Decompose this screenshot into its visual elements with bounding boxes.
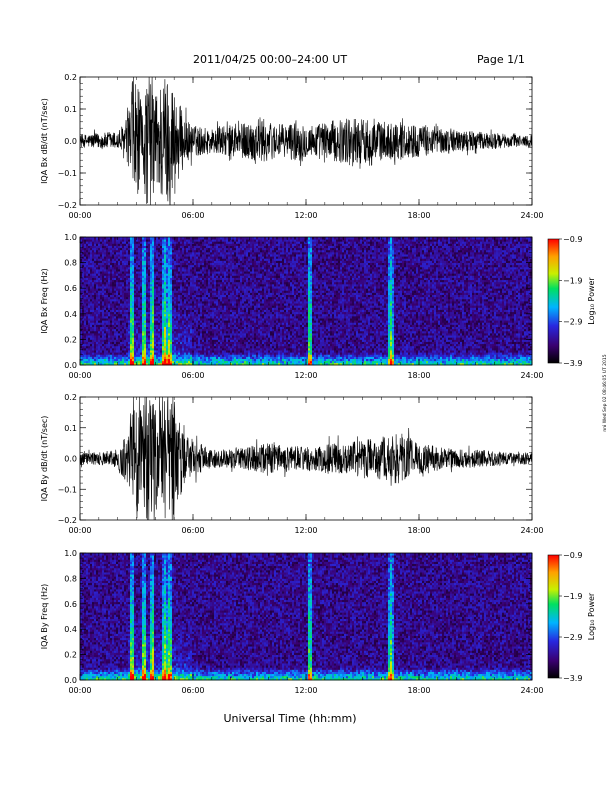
y-axis-label-2: IQA By dB/dt (nT/sec) [40, 416, 49, 502]
page-title: 2011/04/25 00:00–24:00 UT [193, 53, 347, 66]
y-tick-label-0-2: 0.0 [64, 137, 77, 146]
colorbar-1 [547, 238, 560, 364]
y-tick-label-1-0: 1.0 [64, 233, 77, 242]
spectrogram-3 [80, 553, 533, 681]
y-tick-label-3-4: 0.2 [64, 651, 77, 660]
page-number: Page 1/1 [477, 53, 525, 66]
y-tick-label-0-3: −0.1 [58, 169, 77, 178]
y-tick-label-3-3: 0.4 [64, 625, 77, 634]
spectrogram-1 [80, 237, 533, 366]
x-tick-label-2-0: 00:00 [68, 526, 91, 535]
x-tick-label-2-3: 18:00 [407, 526, 430, 535]
x-tick-label-1-3: 18:00 [407, 371, 430, 380]
colorbar-tick-label-3-2: −2.9 [563, 633, 582, 642]
x-tick-label-0-1: 06:00 [181, 211, 204, 220]
y-tick-label-2-1: 0.1 [64, 424, 77, 433]
x-tick-label-1-0: 00:00 [68, 371, 91, 380]
x-tick-label-2-4: 24:00 [520, 526, 543, 535]
y-tick-label-0-0: 0.2 [64, 73, 77, 82]
colorbar-label-1: Log₁₀ Power [587, 277, 596, 325]
y-tick-label-2-4: −0.2 [58, 516, 77, 525]
y-axis-label-0: IQA Bx dB/dt (nT/sec) [40, 98, 49, 184]
colorbar-tick-label-3-1: −1.9 [563, 592, 582, 601]
colorbar-tick-label-1-3: −3.9 [563, 359, 582, 368]
y-tick-label-3-1: 0.8 [64, 574, 77, 583]
x-tick-label-0-0: 00:00 [68, 211, 91, 220]
colorbar-tick-label-1-0: −0.9 [563, 235, 582, 244]
y-tick-label-3-2: 0.6 [64, 600, 77, 609]
x-tick-label-0-4: 24:00 [520, 211, 543, 220]
y-tick-label-2-3: −0.1 [58, 485, 77, 494]
x-tick-label-3-1: 06:00 [181, 686, 204, 695]
y-axis-label-1: IQA Bx Freq (Hz) [40, 268, 49, 334]
x-tick-label-3-2: 12:00 [294, 686, 317, 695]
y-tick-label-1-5: 0.0 [64, 361, 77, 370]
y-tick-label-1-3: 0.4 [64, 310, 77, 319]
side-stamp: nni Wed Sep 02 08:46:05 UT 2015 [602, 354, 608, 431]
x-tick-label-3-4: 24:00 [520, 686, 543, 695]
colorbar-3 [547, 554, 560, 679]
x-tick-label-0-3: 18:00 [407, 211, 430, 220]
x-tick-label-3-3: 18:00 [407, 686, 430, 695]
y-tick-label-3-0: 1.0 [64, 549, 77, 558]
colorbar-tick-label-3-3: −3.9 [563, 674, 582, 683]
x-tick-label-0-2: 12:00 [294, 211, 317, 220]
colorbar-tick-label-1-1: −1.9 [563, 276, 582, 285]
y-tick-label-1-4: 0.2 [64, 335, 77, 344]
x-tick-label-1-1: 06:00 [181, 371, 204, 380]
x-axis-label: Universal Time (hh:mm) [224, 712, 357, 725]
y-axis-label-3: IQA By Freq (Hz) [40, 584, 49, 650]
colorbar-label-3: Log₁₀ Power [587, 592, 596, 640]
y-tick-label-1-2: 0.6 [64, 284, 77, 293]
colorbar-tick-label-3-0: −0.9 [563, 551, 582, 560]
y-tick-label-2-0: 0.2 [64, 393, 77, 402]
signal-trace-0 [79, 76, 533, 206]
x-tick-label-1-4: 24:00 [520, 371, 543, 380]
x-tick-label-2-2: 12:00 [294, 526, 317, 535]
y-tick-label-1-1: 0.8 [64, 259, 77, 268]
x-tick-label-3-0: 00:00 [68, 686, 91, 695]
signal-trace-2 [79, 396, 533, 521]
x-tick-label-1-2: 12:00 [294, 371, 317, 380]
y-tick-label-0-1: 0.1 [64, 105, 77, 114]
y-tick-label-0-4: −0.2 [58, 201, 77, 210]
x-tick-label-2-1: 06:00 [181, 526, 204, 535]
y-tick-label-3-5: 0.0 [64, 676, 77, 685]
colorbar-tick-label-1-2: −2.9 [563, 318, 582, 327]
y-tick-label-2-2: 0.0 [64, 455, 77, 464]
